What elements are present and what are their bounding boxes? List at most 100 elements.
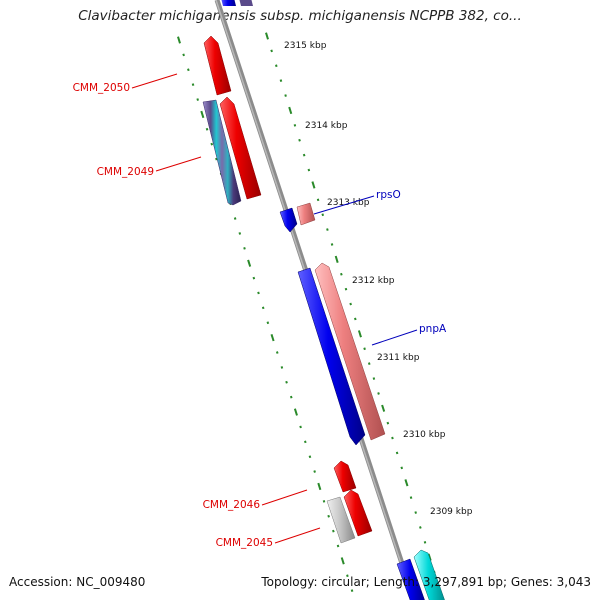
right-row-tick — [419, 526, 422, 529]
left-row-tick — [317, 482, 322, 491]
left-row-tick — [257, 291, 260, 295]
right-row-tick — [391, 436, 394, 440]
right-row-tick — [330, 243, 334, 246]
left-row-tick — [238, 232, 242, 235]
left-row-tick — [346, 574, 349, 578]
label-cmm-2050[interactable]: CMM_2050 — [73, 82, 130, 94]
right-row-tick — [381, 404, 386, 412]
left-row-tick — [304, 440, 307, 444]
kbp-label-2309: 2309 kbp — [430, 507, 473, 517]
right-row-tick — [395, 451, 399, 455]
gene-cmm-2045[interactable] — [326, 496, 356, 544]
right-row-tick — [400, 466, 404, 470]
gene-cmm-2046[interactable] — [343, 489, 373, 537]
right-row-tick — [288, 106, 293, 115]
leader-cmm-2046 — [261, 489, 308, 506]
genome-stats: Topology: circular; Length: 3,297,891 bp… — [261, 575, 591, 589]
right-row-tick — [414, 511, 417, 514]
left-row-tick — [308, 455, 312, 459]
right-row-tick — [270, 49, 273, 53]
right-row-tick — [372, 377, 376, 380]
right-row-tick — [311, 181, 316, 189]
left-row-tick — [289, 395, 293, 399]
right-row-tick — [307, 168, 311, 172]
gene-blue-long[interactable] — [297, 267, 366, 446]
left-row-tick — [261, 306, 265, 310]
right-row-tick — [423, 541, 427, 544]
gene-red-small[interactable] — [333, 460, 357, 493]
right-row-tick — [279, 79, 283, 83]
right-row-tick — [344, 287, 348, 291]
label-cmm-2046[interactable]: CMM_2046 — [203, 499, 261, 511]
label-rpso[interactable]: rpsO — [376, 189, 401, 201]
kbp-label-2312: 2312 kbp — [352, 276, 395, 286]
gene-cmm-2049[interactable] — [202, 99, 242, 206]
left-row-tick — [247, 259, 252, 267]
right-row-tick — [409, 496, 413, 500]
label-pnpa[interactable]: pnpA — [419, 323, 447, 335]
left-row-tick — [270, 334, 275, 342]
leader-rpso — [313, 195, 375, 215]
leader-cmm-2049 — [155, 156, 202, 172]
accession-text: Accession: NC_009480 — [9, 575, 146, 589]
right-row-tick — [340, 272, 343, 276]
left-row-tick — [350, 589, 354, 593]
leader-cmm-2050 — [131, 73, 178, 89]
left-row-tick — [177, 36, 181, 44]
left-row-tick — [293, 408, 298, 416]
left-row-tick — [182, 53, 185, 57]
left-row-tick — [322, 500, 326, 503]
right-row-tick — [302, 153, 306, 157]
kbp-label-2315: 2315 kbp — [284, 41, 327, 51]
right-row-tick — [334, 255, 339, 263]
left-row-tick — [196, 98, 199, 101]
leader-pnpa — [371, 329, 418, 346]
right-row-tick — [363, 347, 366, 351]
right-row-tick — [284, 94, 287, 97]
right-row-tick — [377, 392, 380, 395]
right-row-tick — [367, 362, 371, 366]
left-row-tick — [285, 380, 288, 384]
kbp-label-2313: 2313 kbp — [327, 198, 370, 208]
left-row-tick — [299, 425, 302, 429]
gene-cmm-2050[interactable] — [203, 35, 232, 96]
right-row-tick — [386, 421, 390, 425]
right-row-tick — [316, 198, 320, 202]
kbp-label-2310: 2310 kbp — [403, 430, 446, 440]
gene-red-right-1[interactable] — [219, 96, 262, 200]
left-row-tick — [266, 321, 270, 325]
gene-rpso[interactable] — [296, 202, 316, 226]
left-row-tick — [243, 247, 246, 250]
gene-top-purple[interactable] — [239, 0, 253, 6]
right-row-tick — [357, 330, 362, 338]
right-row-tick — [298, 138, 301, 142]
left-row-tick — [327, 514, 330, 518]
label-cmm-2049[interactable]: CMM_2049 — [97, 166, 154, 178]
gene-top-blue[interactable] — [221, 0, 236, 6]
leader-cmm-2045 — [274, 527, 321, 544]
left-row-tick — [191, 83, 195, 87]
right-row-tick — [275, 64, 278, 68]
right-row-tick — [265, 32, 269, 40]
gene-bottom-blue[interactable] — [396, 558, 426, 600]
right-row-tick — [404, 479, 409, 487]
gene-blue-small[interactable] — [279, 207, 298, 233]
left-row-tick — [233, 217, 237, 220]
right-row-tick — [349, 302, 352, 306]
kbp-label-2314: 2314 kbp — [305, 121, 348, 131]
right-row-tick — [326, 228, 329, 231]
gene-pnpa[interactable] — [314, 262, 386, 441]
left-row-tick — [252, 276, 256, 280]
left-row-tick — [187, 68, 190, 72]
left-row-tick — [200, 110, 205, 119]
left-row-tick — [280, 366, 284, 369]
label-cmm-2045[interactable]: CMM_2045 — [216, 537, 273, 549]
left-row-tick — [340, 557, 345, 565]
right-row-tick — [293, 124, 297, 127]
left-row-tick — [313, 470, 316, 473]
left-row-tick — [210, 142, 214, 146]
right-row-tick — [354, 317, 357, 321]
right-row-tick — [321, 213, 325, 217]
left-row-tick — [215, 157, 218, 161]
